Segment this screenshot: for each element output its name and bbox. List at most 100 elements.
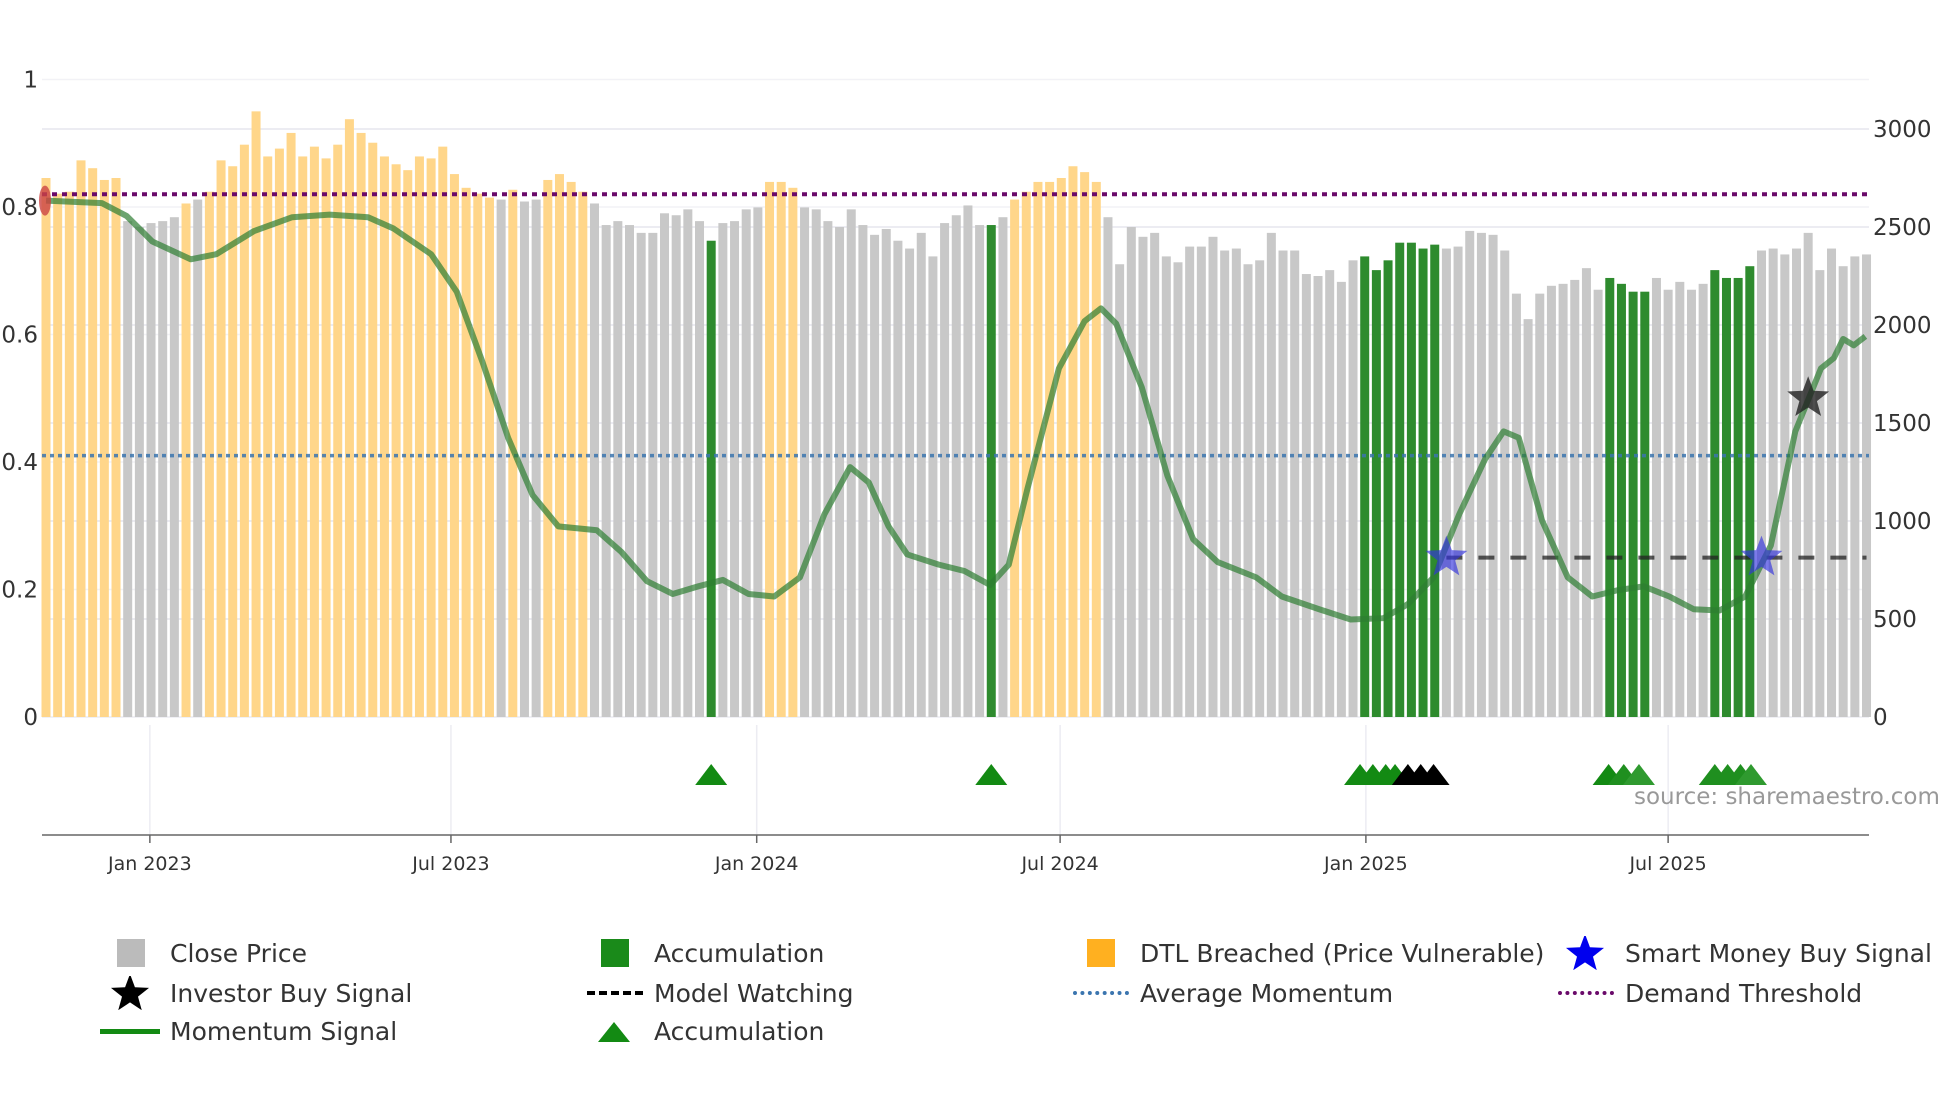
bar	[1243, 264, 1253, 717]
purple-dotted-line-icon	[1555, 976, 1615, 1010]
orange-square-icon	[1070, 936, 1130, 970]
momentum-signal-line	[45, 197, 1868, 623]
bar	[1091, 181, 1101, 718]
legend-label: DTL Breached (Price Vulnerable)	[1140, 938, 1545, 968]
accumulation-triangle	[1622, 764, 1655, 785]
bar	[251, 111, 261, 718]
legend-item: DTL Breached (Price Vulnerable)	[1070, 936, 1544, 970]
bar	[1150, 232, 1160, 717]
bar	[204, 191, 214, 718]
bar	[823, 221, 833, 717]
bar	[1056, 178, 1066, 717]
bar	[1745, 266, 1755, 717]
bar	[1721, 277, 1731, 717]
legend-label: Accumulation	[654, 1016, 825, 1046]
bar	[1161, 256, 1171, 717]
bar	[333, 144, 343, 717]
bar	[368, 142, 378, 718]
x-tick-label: Jul 2023	[411, 853, 489, 875]
bar	[1313, 276, 1323, 717]
bar	[216, 160, 226, 718]
bar	[239, 144, 249, 717]
bar	[1115, 264, 1125, 717]
bar	[134, 227, 144, 717]
green-square-icon	[584, 936, 644, 970]
bar	[928, 256, 938, 717]
bar	[543, 179, 553, 717]
bar	[800, 207, 810, 717]
bar	[636, 232, 646, 717]
bar	[613, 221, 623, 717]
signal-markers	[39, 185, 1830, 785]
legend-item: Close Price	[100, 936, 307, 970]
bar	[1593, 289, 1603, 717]
bar	[1570, 279, 1580, 717]
bar	[1546, 285, 1556, 717]
accumulation-triangle	[975, 764, 1008, 785]
blue-star-icon	[1555, 934, 1615, 971]
bar	[1266, 232, 1276, 717]
bar	[391, 164, 401, 717]
black-dash-line-icon	[584, 976, 644, 1010]
bar	[1348, 260, 1358, 717]
bar	[146, 223, 156, 717]
bar	[1815, 270, 1825, 717]
smart-money-star	[1740, 535, 1783, 576]
legend-label: Investor Buy Signal	[170, 978, 413, 1008]
bar	[788, 187, 798, 718]
signal-lines	[42, 192, 1869, 623]
bar	[379, 156, 389, 717]
bar	[1616, 283, 1626, 717]
bar	[158, 221, 168, 717]
bar	[1255, 260, 1265, 717]
bar	[1675, 281, 1685, 717]
legend-label: Momentum Signal	[170, 1016, 398, 1046]
bar	[718, 223, 728, 717]
bar	[426, 158, 436, 717]
bar	[986, 225, 996, 718]
bar	[1325, 270, 1335, 717]
bar	[1068, 166, 1078, 718]
x-tick-label: Jul 2025	[1628, 853, 1706, 875]
bar	[1698, 283, 1708, 717]
right-tick-label: 1000	[1873, 509, 1932, 535]
legend-label: Average Momentum	[1140, 978, 1394, 1008]
legend-item: Average Momentum	[1070, 976, 1393, 1010]
bar	[998, 217, 1008, 717]
bar	[484, 197, 494, 718]
bar	[1336, 281, 1346, 717]
bar	[1628, 291, 1638, 717]
bar	[286, 132, 296, 718]
bar	[1605, 277, 1615, 717]
accumulation-triangle	[1734, 764, 1767, 785]
bar	[940, 223, 950, 717]
right-tick-label: 3000	[1873, 117, 1932, 143]
start-marker	[39, 185, 51, 216]
bar	[706, 240, 716, 717]
bar	[1103, 217, 1113, 717]
bar	[1045, 181, 1055, 718]
green-line-icon	[100, 1014, 160, 1048]
bar	[1558, 283, 1568, 717]
bar	[1838, 266, 1848, 717]
bar	[1651, 277, 1661, 717]
bar	[1453, 246, 1463, 717]
bar	[449, 174, 459, 717]
legend-item: Accumulation	[584, 936, 824, 970]
bar	[730, 221, 740, 717]
legend-item: Demand Threshold	[1555, 976, 1862, 1010]
right-tick-label: 2500	[1873, 215, 1932, 241]
bar	[1488, 234, 1498, 717]
bar	[1010, 199, 1020, 717]
bar	[554, 174, 564, 717]
legend-label: Smart Money Buy Signal	[1625, 938, 1932, 968]
bar	[496, 199, 506, 717]
bar	[99, 179, 109, 717]
bar	[274, 148, 284, 718]
bar	[1406, 242, 1416, 717]
bar	[1476, 232, 1486, 717]
bar	[1383, 260, 1393, 717]
bar	[169, 217, 179, 717]
bar	[589, 203, 599, 718]
